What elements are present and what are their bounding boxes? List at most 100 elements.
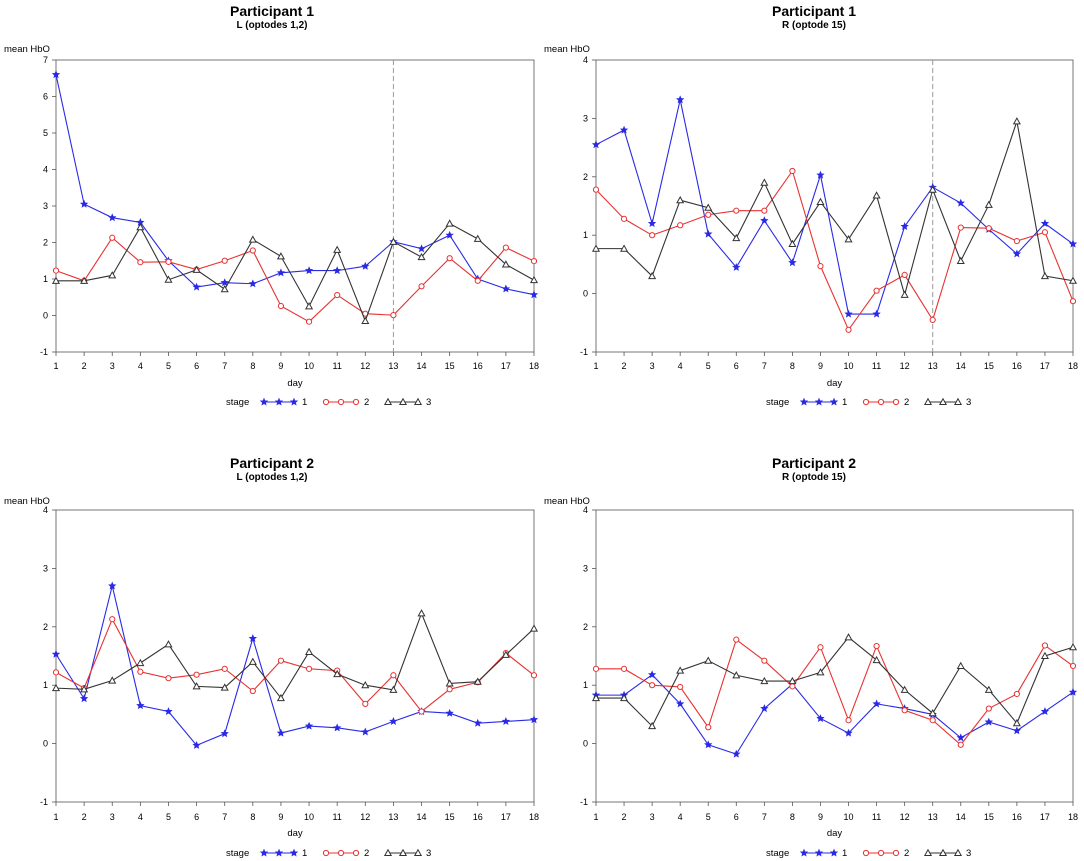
data-point-stage-3 xyxy=(136,222,145,231)
x-axis-label: day xyxy=(287,378,303,389)
legend-marker xyxy=(923,848,933,857)
y-tick-label: 4 xyxy=(583,55,588,65)
series-line-stage-3 xyxy=(596,636,1074,728)
data-point-stage-1 xyxy=(1012,726,1022,735)
data-point-stage-2 xyxy=(362,700,369,707)
x-tick-label: 3 xyxy=(650,812,655,822)
x-tick-label: 10 xyxy=(304,812,314,822)
data-point-stage-2 xyxy=(620,665,628,672)
data-point-stage-3 xyxy=(928,185,937,193)
x-tick-label: 9 xyxy=(818,361,823,371)
data-point-stage-2 xyxy=(649,232,656,239)
legend-label: 3 xyxy=(426,397,431,408)
data-point-stage-1 xyxy=(591,140,601,149)
data-point-stage-1 xyxy=(704,229,713,238)
x-tick-label: 18 xyxy=(1068,812,1078,822)
data-point-stage-2 xyxy=(137,259,144,266)
x-tick-label: 10 xyxy=(844,361,854,371)
x-tick-label: 4 xyxy=(678,361,683,371)
data-point-stage-1 xyxy=(192,740,201,749)
chart-panel-3: Participant 2L (optodes 1,2) mean HbO -1 0 1… xyxy=(4,455,539,859)
series-line-stage-2 xyxy=(595,169,1074,331)
legend-marker xyxy=(259,848,269,857)
data-point-stage-3 xyxy=(956,661,965,669)
data-point-stage-1 xyxy=(51,649,61,658)
series-line-stage-2 xyxy=(55,617,535,713)
data-point-stage-2 xyxy=(474,277,481,284)
data-point-stage-2 xyxy=(1069,298,1077,305)
data-point-stage-1 xyxy=(647,670,657,679)
y-tick-label: 2 xyxy=(43,622,48,632)
data-point-stage-2 xyxy=(165,675,172,682)
legend-marker xyxy=(892,398,900,406)
data-point-stage-1 xyxy=(164,707,173,716)
x-tick-label: 8 xyxy=(250,812,255,822)
series-stage-2 xyxy=(592,636,1077,748)
x-tick-label: 18 xyxy=(529,812,539,822)
x-tick-label: 4 xyxy=(138,361,143,371)
data-point-stage-1 xyxy=(816,714,825,723)
data-point-stage-3 xyxy=(760,178,769,186)
y-axis-label: mean HbO xyxy=(4,44,50,55)
data-point-stage-2 xyxy=(929,316,936,323)
data-point-stage-1 xyxy=(108,213,117,222)
x-tick-label: 14 xyxy=(956,812,966,822)
data-point-stage-2 xyxy=(817,263,824,270)
x-tick-label: 8 xyxy=(250,361,255,371)
data-point-stage-1 xyxy=(361,261,370,270)
y-tick-label: 0 xyxy=(43,311,48,321)
legend-label: 3 xyxy=(426,848,431,859)
x-tick-label: 5 xyxy=(166,361,171,371)
series-stage-3 xyxy=(591,633,1078,730)
data-point-stage-1 xyxy=(816,170,825,179)
x-tick-label: 17 xyxy=(501,361,511,371)
data-point-stage-2 xyxy=(193,671,200,678)
series-stage-1 xyxy=(51,70,539,299)
data-point-stage-3 xyxy=(192,265,201,273)
x-tick-label: 12 xyxy=(900,812,910,822)
data-point-stage-3 xyxy=(788,239,797,248)
x-tick-label: 15 xyxy=(984,361,994,371)
legend-marker xyxy=(352,398,360,406)
data-point-stage-2 xyxy=(1013,690,1020,698)
data-point-stage-1 xyxy=(1040,707,1050,716)
legend-marker xyxy=(289,848,299,857)
legend: stage 1 2 3 xyxy=(766,848,971,859)
data-point-stage-1 xyxy=(647,219,657,228)
data-point-stage-2 xyxy=(446,255,453,262)
legend-label: 2 xyxy=(364,397,369,408)
y-tick-label: 3 xyxy=(583,113,588,123)
x-tick-label: 17 xyxy=(501,812,511,822)
data-point-stage-1 xyxy=(445,230,454,239)
series-stage-2 xyxy=(592,167,1077,333)
data-point-stage-1 xyxy=(956,198,965,207)
y-tick-label: 2 xyxy=(43,238,48,248)
data-point-stage-3 xyxy=(928,709,937,717)
data-point-stage-1 xyxy=(501,717,511,725)
x-tick-label: 13 xyxy=(928,361,938,371)
data-point-stage-1 xyxy=(760,704,769,713)
legend-entry-stage-3: 3 xyxy=(383,397,431,408)
chart-subtitle: R (optode 15) xyxy=(782,20,846,31)
x-tick-label: 1 xyxy=(593,361,598,371)
data-point-stage-1 xyxy=(844,728,853,737)
data-point-stage-3 xyxy=(872,191,881,199)
data-point-stage-2 xyxy=(418,283,425,290)
x-tick-label: 7 xyxy=(762,361,767,371)
data-point-stage-3 xyxy=(1040,651,1049,660)
plot-frame xyxy=(595,509,1074,803)
x-tick-label: 18 xyxy=(529,361,539,371)
data-point-stage-3 xyxy=(591,693,601,702)
data-point-stage-1 xyxy=(501,284,511,293)
data-point-stage-2 xyxy=(52,267,60,274)
data-point-stage-1 xyxy=(445,708,454,717)
data-point-stage-3 xyxy=(333,245,342,253)
data-point-stage-2 xyxy=(985,225,992,232)
legend-marker xyxy=(383,848,393,857)
data-point-stage-2 xyxy=(733,207,740,214)
data-point-stage-3 xyxy=(984,200,993,208)
legend-marker xyxy=(953,397,963,406)
y-tick-label: -1 xyxy=(40,347,48,357)
legend-marker xyxy=(938,397,948,406)
data-point-stage-2 xyxy=(137,668,144,675)
